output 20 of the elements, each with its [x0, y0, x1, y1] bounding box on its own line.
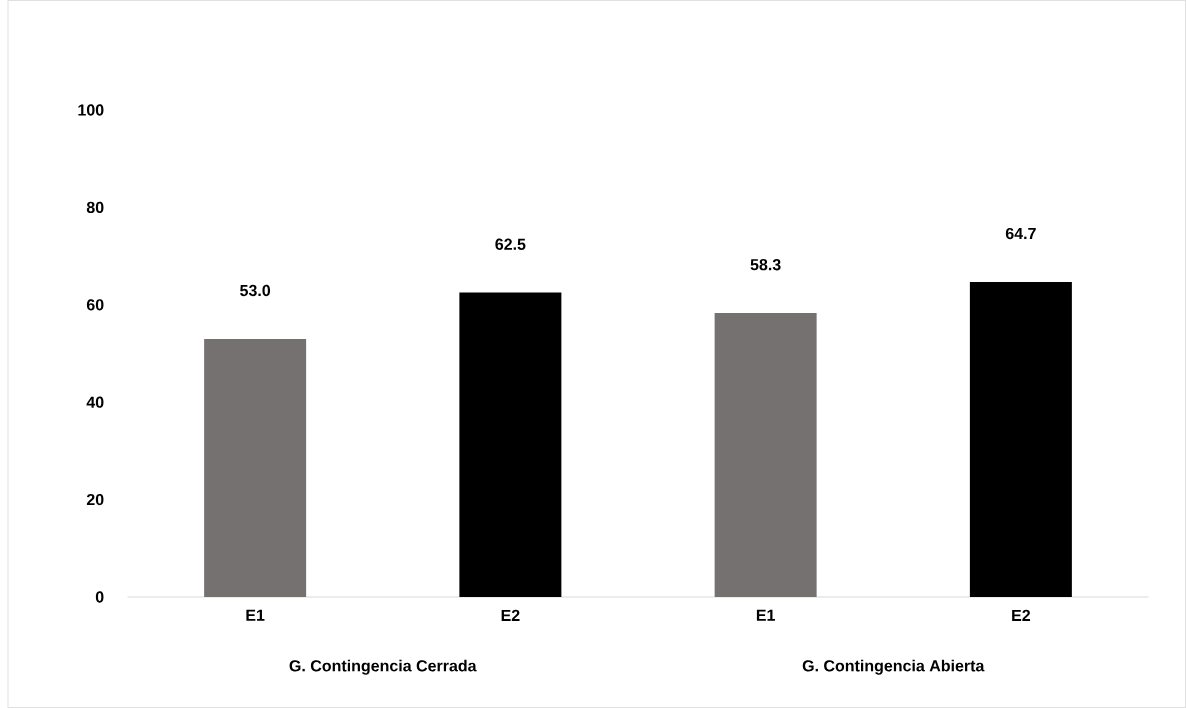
y-tick-label: 60 [86, 299, 104, 311]
bar [714, 313, 817, 597]
x-tick-label: E2 [1012, 609, 1031, 621]
bar [969, 281, 1072, 597]
data-label: 53.0 [240, 284, 271, 297]
y-tick-label: 40 [86, 396, 104, 408]
text: G. Contingencia Cerrada [289, 659, 477, 675]
bar [459, 292, 562, 597]
y-tick-label: 20 [86, 493, 104, 506]
y-tick-label: 80 [86, 201, 104, 214]
data-label: 58.3 [750, 259, 781, 271]
bar [204, 338, 307, 597]
x-tick-label: E1 [756, 609, 775, 621]
y-tick-label: 0 [95, 591, 104, 603]
text: G. Contingencia Abierta [802, 659, 985, 675]
x-tick-label: E2 [501, 609, 520, 621]
y-tick-label: 100 [78, 104, 104, 116]
data-label: 64.7 [1005, 227, 1036, 240]
x-tick-label: E1 [246, 609, 265, 621]
data-label: 62.5 [495, 238, 526, 250]
